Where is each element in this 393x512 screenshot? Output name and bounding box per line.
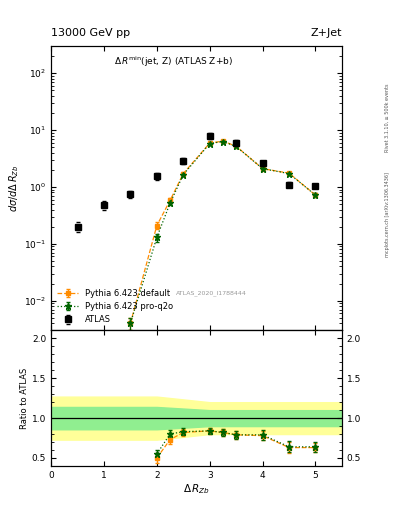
Text: ATLAS_2020_I1788444: ATLAS_2020_I1788444 [176, 291, 246, 296]
Y-axis label: $d\sigma/d\Delta\,R_{Zb}$: $d\sigma/d\Delta\,R_{Zb}$ [7, 164, 21, 212]
Text: $\Delta\,R^{\mathrm{min}}$(jet, Z) (ATLAS Z+b): $\Delta\,R^{\mathrm{min}}$(jet, Z) (ATLA… [114, 55, 233, 69]
Y-axis label: Ratio to ATLAS: Ratio to ATLAS [20, 368, 29, 429]
Text: Z+Jet: Z+Jet [310, 28, 342, 38]
Text: 13000 GeV pp: 13000 GeV pp [51, 28, 130, 38]
Legend: Pythia 6.423 default, Pythia 6.423 pro-q2o, ATLAS: Pythia 6.423 default, Pythia 6.423 pro-q… [54, 286, 176, 328]
Text: Rivet 3.1.10, ≥ 500k events: Rivet 3.1.10, ≥ 500k events [385, 83, 389, 152]
X-axis label: $\Delta\,R_{Zb}$: $\Delta\,R_{Zb}$ [183, 482, 210, 496]
Text: mcplots.cern.ch [arXiv:1306.3436]: mcplots.cern.ch [arXiv:1306.3436] [385, 173, 389, 258]
